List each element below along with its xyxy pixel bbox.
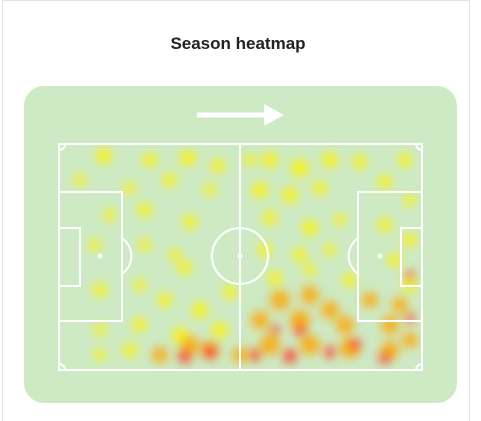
- heat-blob: [301, 286, 319, 304]
- heat-blob: [392, 297, 408, 313]
- heat-blob: [398, 153, 412, 167]
- heat-blob: [336, 316, 354, 334]
- heat-blob: [293, 248, 307, 262]
- heat-blob: [262, 152, 278, 168]
- heat-blob: [223, 285, 237, 299]
- heat-blob: [263, 211, 277, 225]
- heat-blob: [349, 339, 361, 351]
- heat-blob: [134, 279, 146, 291]
- heat-blob: [94, 324, 106, 336]
- heat-blob: [180, 150, 196, 166]
- heat-blob: [89, 239, 101, 251]
- heat-blob: [324, 346, 336, 358]
- heat-blob: [74, 174, 86, 186]
- heat-blob: [313, 181, 327, 195]
- heat-blob: [192, 302, 208, 318]
- heat-blob: [260, 335, 280, 355]
- heat-blob: [282, 187, 298, 203]
- heat-blob: [251, 311, 269, 329]
- heat-blob: [249, 349, 261, 361]
- heat-blob: [322, 152, 338, 168]
- heat-blob: [302, 220, 318, 236]
- heat-blob: [94, 349, 106, 361]
- heat-blob: [252, 182, 268, 198]
- heat-blob: [204, 184, 216, 196]
- heat-blob: [169, 249, 181, 261]
- heat-blob: [378, 218, 392, 232]
- heat-blob: [403, 233, 417, 247]
- heat-blob: [211, 159, 225, 173]
- heat-blob: [343, 273, 357, 287]
- heat-blob: [212, 322, 228, 338]
- heat-blob: [139, 239, 151, 251]
- heat-blob: [270, 325, 280, 335]
- heat-blob: [304, 264, 316, 276]
- heat-blob: [290, 310, 310, 330]
- heat-blob: [93, 283, 107, 297]
- heat-blob: [353, 155, 367, 169]
- direction-arrow: [197, 104, 284, 126]
- heat-blob: [362, 292, 378, 308]
- heat-blob: [321, 301, 339, 319]
- heat-blob: [124, 182, 136, 194]
- heat-blob: [324, 244, 336, 256]
- heat-blob: [133, 318, 147, 332]
- heat-blob: [268, 271, 282, 285]
- heat-blob: [405, 271, 415, 281]
- heat-blob: [404, 194, 416, 206]
- heat-blob: [138, 203, 152, 217]
- heat-blob: [178, 261, 192, 275]
- heat-blob: [158, 293, 172, 307]
- heat-blob: [402, 332, 418, 348]
- heat-blob: [96, 148, 112, 164]
- heat-blob: [291, 159, 309, 177]
- heat-blob: [388, 253, 402, 267]
- heat-blob: [270, 290, 290, 310]
- heat-blob: [152, 347, 168, 363]
- heat-blob: [294, 324, 306, 336]
- heat-blob: [104, 209, 116, 221]
- heat-blob: [379, 352, 391, 364]
- heat-blob: [178, 349, 192, 363]
- heat-blob: [378, 175, 392, 189]
- heat-blob: [244, 154, 256, 166]
- heat-blob: [183, 215, 197, 229]
- card-title: Season heatmap: [170, 34, 306, 53]
- heat-blob: [143, 153, 157, 167]
- heat-blob: [334, 214, 346, 226]
- pitch-spots: [97, 253, 383, 259]
- heat-blob: [203, 345, 217, 359]
- heat-blob: [283, 349, 297, 363]
- heat-blob: [381, 316, 399, 334]
- heat-blob: [300, 335, 320, 355]
- heat-blob: [123, 343, 137, 357]
- heat-blob: [163, 173, 177, 187]
